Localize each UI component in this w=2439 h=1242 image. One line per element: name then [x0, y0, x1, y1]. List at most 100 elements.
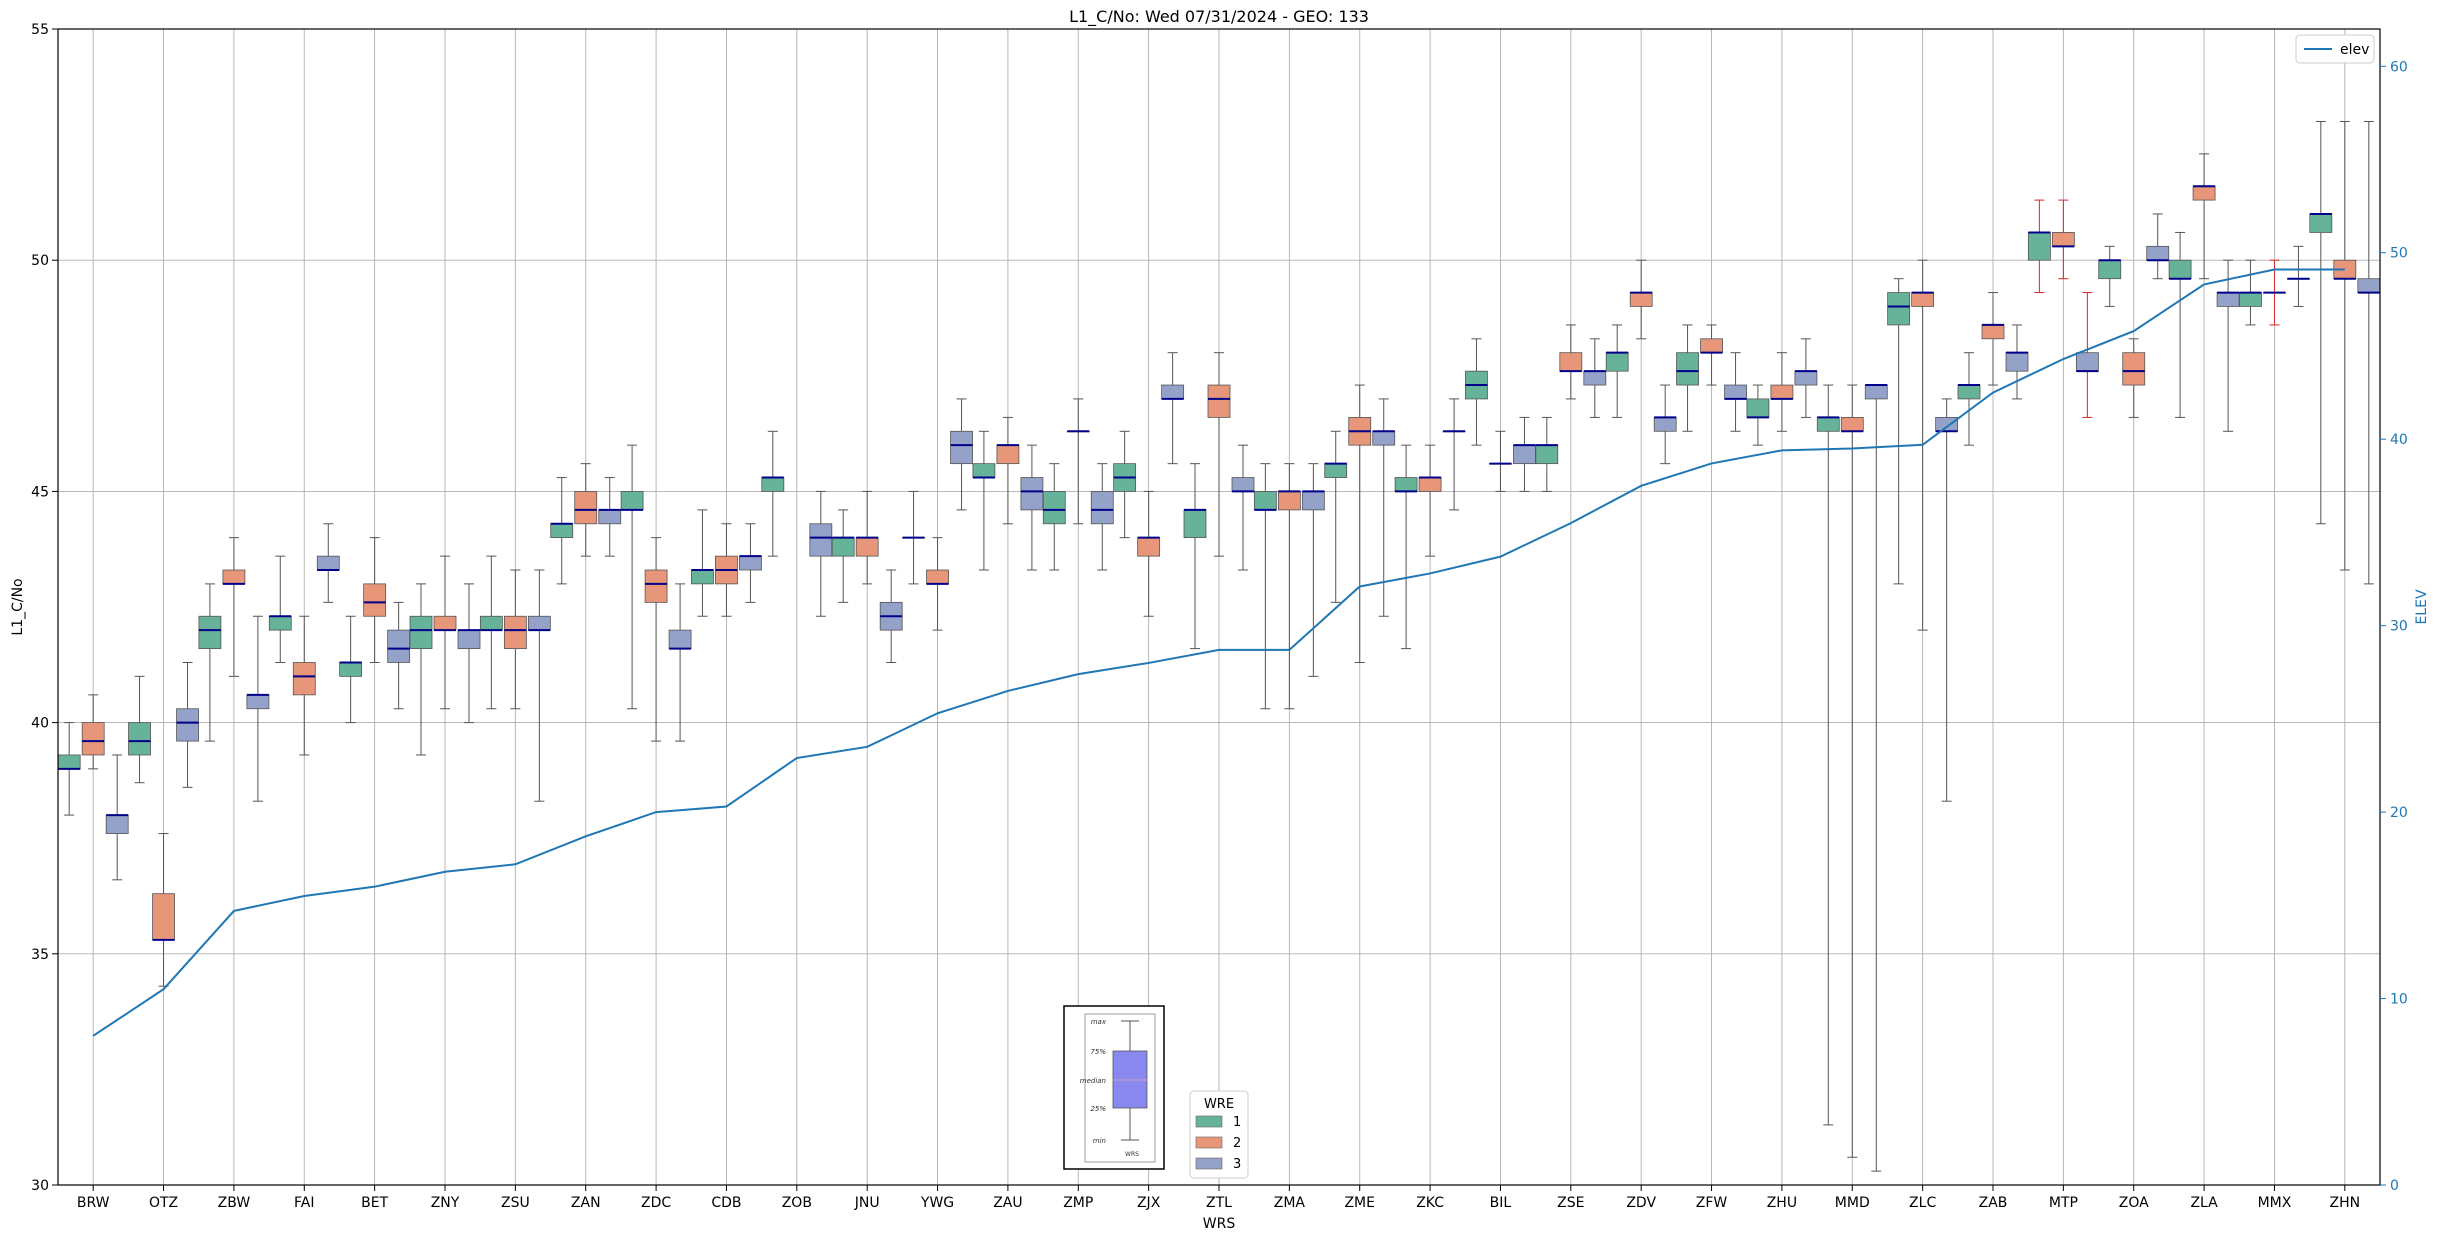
x-tick-label: ZBW	[218, 1195, 251, 1211]
box-body	[1535, 444, 1559, 465]
box-body	[2027, 232, 2051, 261]
x-tick-label: ZNY	[431, 1195, 460, 1211]
chart-title: L1_C/No: Wed 07/31/2024 - GEO: 133	[1069, 7, 1369, 27]
box-body	[1746, 398, 1770, 418]
box-body	[268, 615, 292, 631]
x-tick-label: OTZ	[149, 1195, 178, 1211]
box-plot-series	[57, 120, 2381, 1172]
box-body	[1253, 490, 1277, 511]
box-body	[761, 477, 785, 492]
box-key-xlabel: WRS	[1125, 1151, 1139, 1158]
x-tick-label: BET	[361, 1195, 388, 1211]
box-body	[1864, 384, 1888, 400]
x-tick-label: ZAN	[571, 1195, 601, 1211]
box-body	[128, 722, 151, 756]
x-tick-label: ZME	[1344, 1195, 1375, 1211]
box-body	[1676, 352, 1699, 386]
box-body	[1583, 370, 1607, 386]
wre-series-1	[57, 120, 2333, 1126]
box-body	[1207, 384, 1231, 418]
y2-tick-label: 30	[2390, 619, 2408, 635]
box-body	[574, 490, 598, 525]
box-body	[1911, 292, 1935, 307]
y-tick-label: 40	[31, 716, 49, 732]
box-body	[1231, 477, 1255, 492]
box-body	[2309, 213, 2333, 233]
box-body	[1770, 384, 1794, 400]
elev-legend: elev	[2295, 34, 2375, 64]
box-body	[1301, 490, 1325, 511]
box-body	[387, 629, 411, 663]
box-body	[527, 615, 551, 631]
box-body	[1183, 509, 1207, 539]
box-body	[479, 615, 503, 631]
wre-legend-label-1: 1	[1233, 1115, 1241, 1130]
box-body	[1981, 324, 2005, 340]
elev-legend-label: elev	[2340, 42, 2369, 58]
box-body	[2216, 292, 2240, 307]
box-body	[176, 708, 199, 742]
box-body	[739, 555, 762, 571]
x-tick-label: ZLA	[2190, 1195, 2218, 1211]
wre-series-2	[81, 120, 2357, 1158]
y2-tick-label: 40	[2390, 432, 2408, 448]
box-body	[855, 537, 879, 557]
x-tick-label: ZMA	[1274, 1195, 1306, 1211]
box-body	[1887, 292, 1911, 326]
box-body	[550, 523, 574, 539]
x-tick-label: MMX	[2258, 1195, 2292, 1211]
wre-series-3	[105, 120, 2381, 1172]
box-body	[1816, 417, 1840, 432]
y-tick-label: 30	[31, 1178, 49, 1194]
x-tick-label: ZJX	[1137, 1195, 1161, 1211]
box-body	[152, 893, 175, 941]
y2-tick-label: 0	[2390, 1178, 2399, 1194]
x-tick-label: BRW	[77, 1195, 110, 1211]
x-tick-label: MMD	[1835, 1195, 1870, 1211]
wre-legend: WRE 1 2 3	[1189, 1090, 1249, 1179]
box-body	[2098, 259, 2122, 280]
x-tick-label: CDB	[711, 1195, 741, 1211]
box-body	[1935, 417, 1959, 432]
x-tick-label: ZSE	[1557, 1195, 1584, 1211]
x-tick-label: ZAB	[1979, 1195, 2008, 1211]
box-body	[246, 694, 270, 710]
box-key-median-label: median	[1080, 1077, 1106, 1085]
box-body	[972, 463, 996, 478]
elev-line-layer	[92, 268, 2345, 1037]
y2-tick-label: 60	[2390, 59, 2408, 75]
box-body	[1957, 384, 1981, 400]
box-body	[668, 629, 692, 650]
y2-tick-label: 50	[2390, 246, 2408, 262]
box-body	[1794, 370, 1818, 386]
elev-line	[92, 268, 2345, 1037]
box-body	[2122, 352, 2146, 386]
box-body	[926, 569, 949, 585]
box-body	[316, 555, 340, 571]
box-body	[198, 615, 222, 650]
box-body	[2051, 232, 2075, 247]
x-tick-label: ZOA	[2119, 1195, 2149, 1211]
box-body	[950, 430, 973, 465]
box-body	[809, 523, 833, 557]
box-body	[1020, 477, 1044, 511]
box-body	[2168, 259, 2192, 280]
box-body	[1418, 477, 1442, 492]
box-body	[620, 490, 644, 511]
box-body	[2075, 352, 2099, 372]
wre-legend-frame	[1189, 1090, 1249, 1179]
x-tick-label: ZSU	[501, 1195, 530, 1211]
y-tick-label: 50	[31, 253, 49, 269]
box-body	[996, 444, 1020, 465]
box-key-q1-label: 25%	[1090, 1105, 1106, 1113]
box-body	[57, 754, 81, 770]
box-body	[598, 509, 622, 525]
box-body	[339, 662, 363, 677]
box-body	[1605, 352, 1629, 372]
x-tick-label: ZDC	[641, 1195, 671, 1211]
box-body	[81, 722, 105, 756]
box-body	[1513, 444, 1536, 465]
x-axis-label: WRS	[1203, 1216, 1236, 1232]
